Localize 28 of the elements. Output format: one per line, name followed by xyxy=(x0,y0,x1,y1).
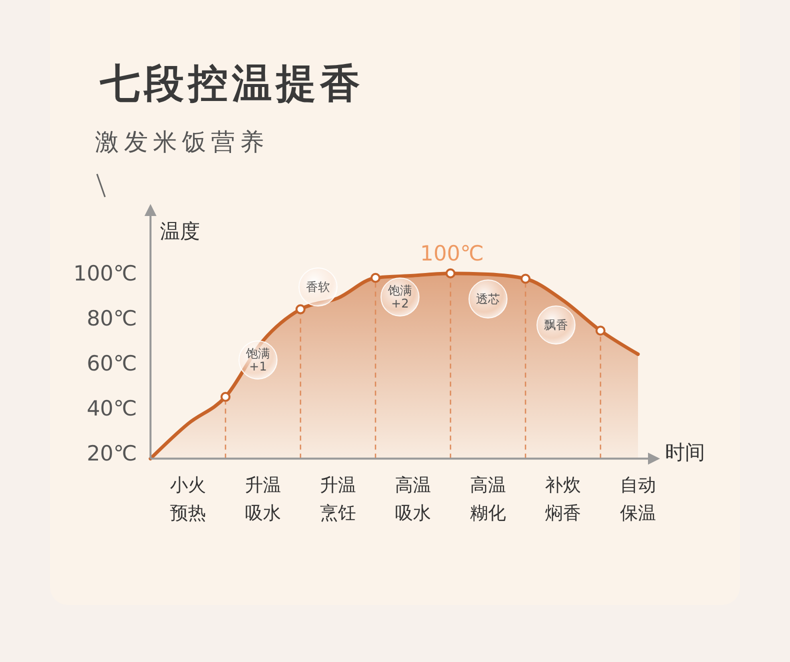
x-tick-label: 高温吸水 xyxy=(395,475,431,524)
y-tick-label: 60℃ xyxy=(86,352,137,376)
point xyxy=(446,268,456,278)
x-tick-label: 高温糊化 xyxy=(470,475,506,524)
x-tick-label: 升温吸水 xyxy=(245,475,281,524)
x-tick-label: 自动保温 xyxy=(620,475,656,524)
annotation: 饱满 +1 xyxy=(245,346,270,374)
annotation: 饱满 +2 xyxy=(387,284,412,311)
point xyxy=(596,326,606,336)
x-axis-title: 时间 xyxy=(665,440,705,464)
point xyxy=(370,272,380,283)
annotation: 飘香 xyxy=(544,318,568,332)
annotation: 香软 xyxy=(306,280,330,294)
chart-subtitle: 激发米饭营养 xyxy=(95,128,269,156)
y-tick-label: 20℃ xyxy=(86,441,137,466)
x-tick-label: 补炊焖香 xyxy=(545,475,581,524)
x-tick-label: 小火预热 xyxy=(170,475,206,524)
annotation: 100℃ xyxy=(420,241,484,266)
annotation: 透芯 xyxy=(476,292,500,306)
point xyxy=(220,392,230,402)
point xyxy=(296,304,306,314)
y-axis-title: 温度 xyxy=(160,219,200,243)
point xyxy=(520,274,530,284)
chart-title: 七段控温提香 xyxy=(99,61,364,107)
x-tick-label: 升温烹饪 xyxy=(320,475,356,524)
y-tick-label: 80℃ xyxy=(86,306,137,331)
y-tick-label: 40℃ xyxy=(86,396,137,420)
y-tick-label: 100℃ xyxy=(73,262,137,286)
